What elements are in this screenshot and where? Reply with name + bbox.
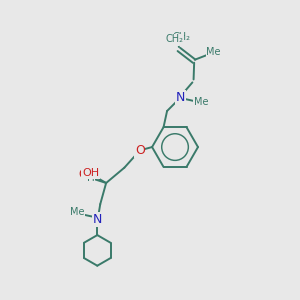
Text: N: N (176, 91, 185, 104)
Text: N: N (93, 213, 102, 226)
Text: H: H (87, 173, 95, 183)
Text: OH: OH (82, 168, 99, 178)
Text: CH₂: CH₂ (173, 32, 191, 42)
Text: Me: Me (194, 97, 208, 107)
Text: Me: Me (206, 47, 221, 57)
Text: CH₂: CH₂ (165, 34, 183, 44)
Text: =: = (169, 35, 178, 45)
Text: Me: Me (70, 206, 85, 217)
Text: O: O (78, 168, 87, 181)
Text: O: O (135, 144, 145, 157)
